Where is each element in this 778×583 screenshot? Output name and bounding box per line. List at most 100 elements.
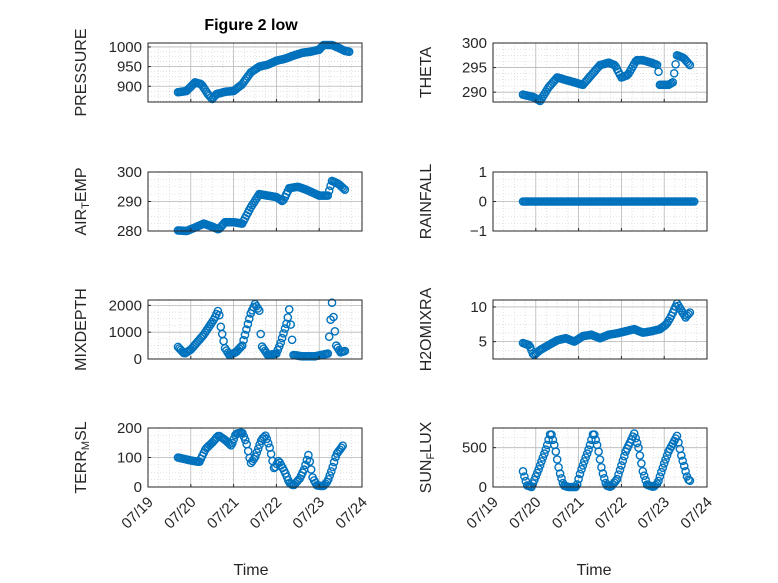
data-point xyxy=(600,473,609,483)
y-tick-label: 295 xyxy=(462,60,487,77)
data-point xyxy=(206,319,216,329)
data-point xyxy=(280,324,290,333)
axes-frame xyxy=(492,299,708,360)
data-point xyxy=(535,461,545,470)
y-axis-label: MIXDEPTH xyxy=(73,288,90,371)
data-point xyxy=(661,455,670,464)
data-point xyxy=(637,459,646,468)
y-tick-label: 300 xyxy=(462,35,487,52)
data-point xyxy=(330,326,340,336)
data-point xyxy=(681,466,690,476)
data-point xyxy=(326,467,336,476)
data-point xyxy=(629,429,639,438)
x-tick-label: 07/24 xyxy=(332,494,371,533)
data-point xyxy=(555,469,565,478)
x-tick-label: 07/21 xyxy=(204,494,243,533)
data-point xyxy=(279,329,288,338)
y-axis-label: PRESSURE xyxy=(73,28,90,116)
data-point xyxy=(580,457,589,466)
y-tick-label: 950 xyxy=(117,59,142,76)
data-point xyxy=(679,461,689,471)
data-point xyxy=(329,457,339,467)
data-point xyxy=(654,67,663,76)
data-point xyxy=(671,60,680,69)
data-point xyxy=(575,469,585,479)
data-point xyxy=(635,451,645,460)
y-tick-label: 200 xyxy=(117,420,142,437)
data-point xyxy=(578,461,588,470)
y-tick-label: 290 xyxy=(117,194,142,211)
data-point xyxy=(520,472,529,481)
data-point xyxy=(689,197,699,206)
data-point xyxy=(617,461,626,470)
data-point xyxy=(655,472,665,481)
y-tick-label: 500 xyxy=(462,440,487,457)
data-point xyxy=(669,69,679,78)
data-point xyxy=(684,59,693,68)
data-point xyxy=(678,456,688,466)
data-point xyxy=(684,475,693,485)
data-point xyxy=(584,445,593,454)
y-axis-label: TERRMSL xyxy=(73,421,92,493)
data-point xyxy=(534,464,544,474)
data-point xyxy=(685,308,695,317)
data-point xyxy=(240,435,250,445)
y-tick-label: 0 xyxy=(479,479,487,496)
data-point xyxy=(263,438,273,448)
data-point xyxy=(612,474,622,484)
y-tick-label: 1000 xyxy=(109,39,142,56)
data-point xyxy=(685,476,695,486)
data-point xyxy=(657,467,666,477)
y-axis-label: RAINFALL xyxy=(418,164,435,240)
data-point xyxy=(248,456,257,466)
x-tick-label: 07/21 xyxy=(549,494,588,533)
data-point xyxy=(214,310,224,320)
data-point xyxy=(557,473,566,483)
data-point xyxy=(340,346,350,356)
data-point xyxy=(240,330,250,340)
data-point xyxy=(213,306,223,316)
data-point xyxy=(323,349,333,358)
data-point xyxy=(250,452,260,461)
subplot-theta: 290 295 300 THETA xyxy=(418,35,708,106)
data-point xyxy=(618,456,628,466)
data-point xyxy=(252,448,262,457)
data-point xyxy=(610,60,619,70)
x-tick-label: 07/23 xyxy=(289,494,328,533)
x-axis-label-right: Time xyxy=(577,562,612,579)
data-point xyxy=(306,465,316,474)
data-point xyxy=(254,306,264,316)
data-point xyxy=(242,325,251,334)
y-tick-label: 5 xyxy=(479,334,487,351)
data-point xyxy=(324,332,334,342)
subplot-pressure: 900 950 1000 PRESSURE xyxy=(73,28,363,117)
subplot-h2omixra: 5 10 H2OMIXRA xyxy=(418,287,708,371)
data-point xyxy=(581,453,591,462)
data-point xyxy=(547,430,556,439)
axes-frame xyxy=(492,427,708,488)
y-tick-label: 2000 xyxy=(109,297,142,314)
data-point xyxy=(634,443,643,453)
data-point xyxy=(338,441,348,451)
data-point xyxy=(324,186,334,195)
data-point xyxy=(256,329,266,339)
data-point xyxy=(237,341,247,350)
subplot-terr-msl: 0 100 200 07/19 07/20 07/21 07/22 07/23 07/24 TER… xyxy=(73,420,371,532)
x-tick-label: 07/24 xyxy=(677,494,716,533)
data-point xyxy=(631,433,641,443)
data-point xyxy=(582,449,592,458)
data-point xyxy=(632,438,642,448)
data-point xyxy=(590,430,599,439)
y-tick-label: 10 xyxy=(470,299,487,316)
data-point xyxy=(658,463,668,473)
data-point xyxy=(305,457,315,466)
data-point xyxy=(574,474,583,484)
y-axis-label: AIRTEMP xyxy=(73,167,92,235)
data-point xyxy=(594,447,603,456)
x-tick-label: 07/20 xyxy=(161,494,200,533)
data-point xyxy=(518,466,528,476)
data-point xyxy=(591,435,601,445)
data-point xyxy=(654,476,663,486)
